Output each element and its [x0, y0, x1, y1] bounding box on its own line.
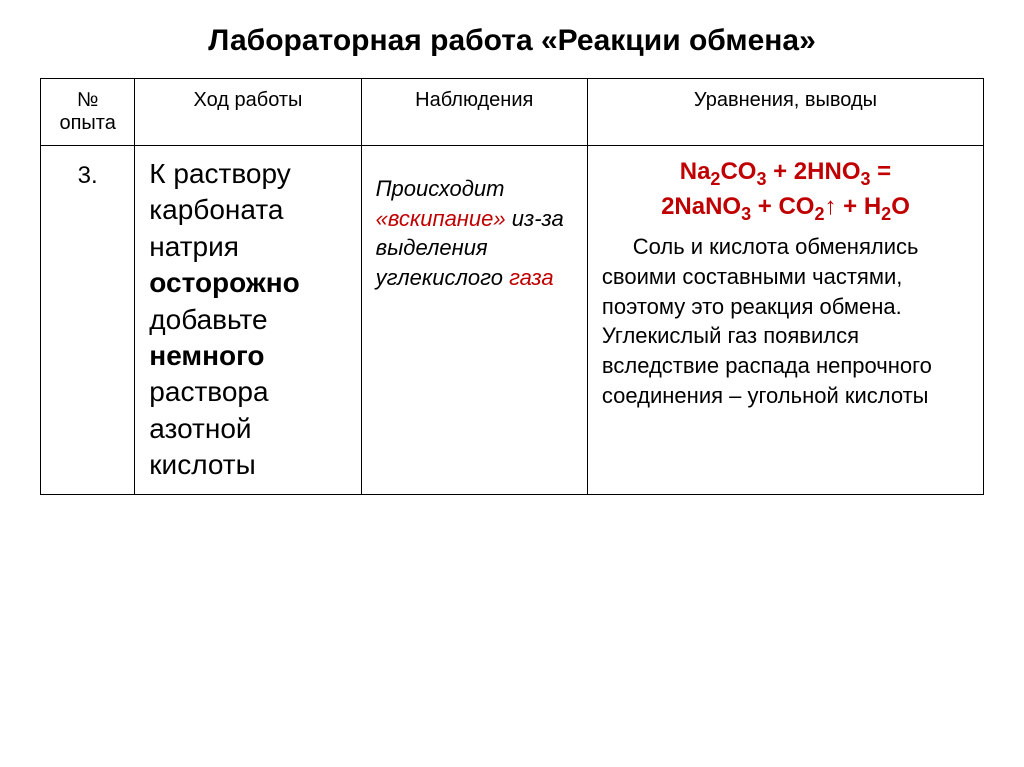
eq-sub: 2 — [881, 204, 891, 224]
conclusion-cell: Na2CO3 + 2HNO3 = 2NaNO3 + CO2↑ + H2O Сол… — [587, 146, 983, 495]
procedure-bold: осторожно — [149, 267, 299, 298]
table-row: 3. К раствору карбоната натрия осторожно… — [41, 146, 984, 495]
col-header-conclusion: Уравнения, выводы — [587, 79, 983, 146]
procedure-text: К раствору карбоната натрия — [149, 158, 290, 262]
eq-part: = — [871, 158, 892, 185]
eq-part: + CO — [751, 193, 814, 220]
observation-highlight: «вскипание» — [376, 206, 506, 231]
eq-part: O — [891, 193, 910, 220]
eq-sub: 2 — [814, 204, 824, 224]
eq-sub: 2 — [710, 169, 720, 189]
eq-part: Na — [680, 158, 711, 185]
col-header-procedure: Ход работы — [135, 79, 361, 146]
chemical-equation: Na2CO3 + 2HNO3 = 2NaNO3 + CO2↑ + H2O — [602, 156, 969, 226]
eq-sub: 3 — [756, 169, 766, 189]
eq-sub: 3 — [741, 204, 751, 224]
col-header-observation: Наблюдения — [361, 79, 587, 146]
observation-cell: Происходит «вскипание» из-за выделения у… — [361, 146, 587, 495]
eq-part: CO — [720, 158, 756, 185]
experiment-number: 3. — [41, 146, 135, 495]
eq-part: ↑ + H — [824, 193, 881, 220]
eq-part: + 2HNO — [766, 158, 860, 185]
page-title: Лабораторная работа «Реакции обмена» — [40, 24, 984, 58]
col-header-num: № опыта — [41, 79, 135, 146]
observation-highlight: газа — [509, 265, 554, 290]
eq-part: 2NaNO — [661, 193, 741, 220]
procedure-text: раствора азотной кислоты — [149, 376, 268, 480]
conclusion-text: Соль и кислота обменялись своими составн… — [602, 232, 969, 410]
observation-text: Происходит — [376, 176, 505, 201]
lab-table: № опыта Ход работы Наблюдения Уравнения,… — [40, 78, 984, 495]
procedure-bold: немного — [149, 340, 264, 371]
procedure-text: добавьте — [149, 304, 267, 335]
procedure-cell: К раствору карбоната натрия осторожно до… — [135, 146, 361, 495]
table-header-row: № опыта Ход работы Наблюдения Уравнения,… — [41, 79, 984, 146]
eq-sub: 3 — [860, 169, 870, 189]
